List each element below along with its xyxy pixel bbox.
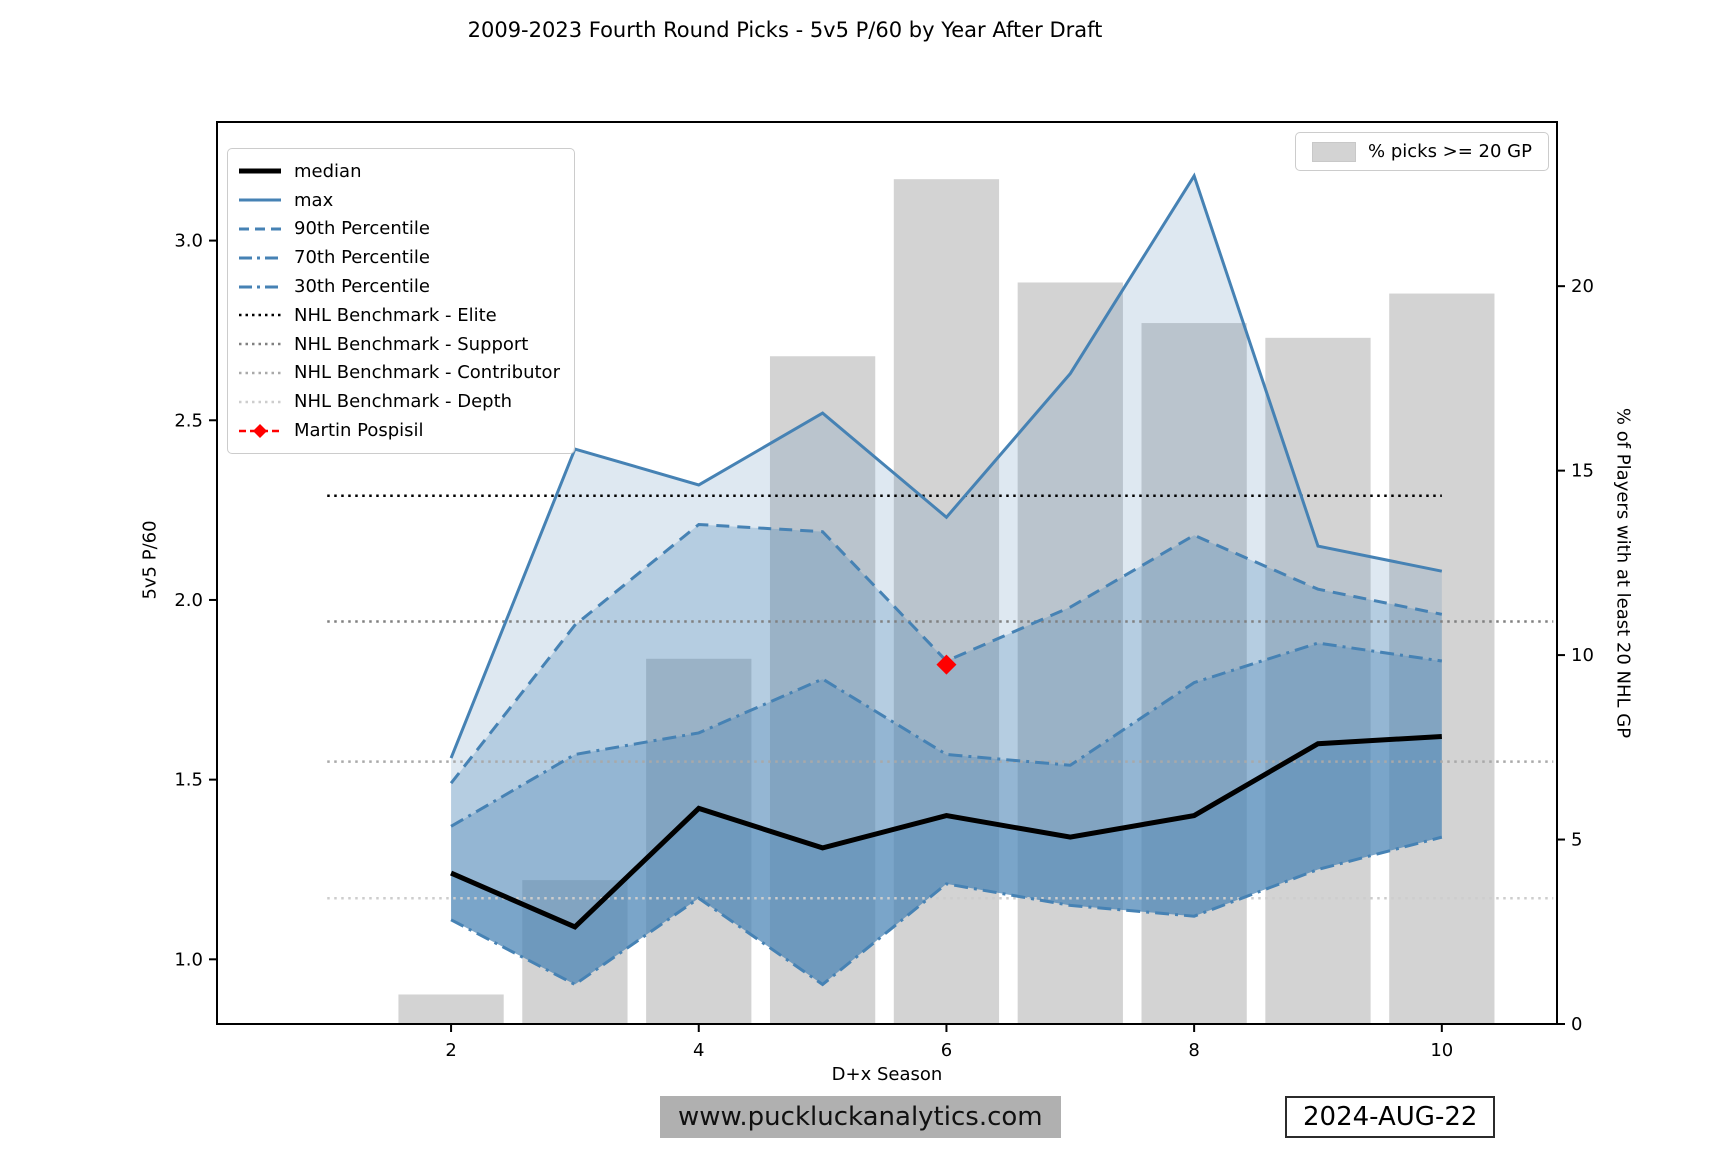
legend-item-70th-percentile: 70th Percentile	[238, 243, 560, 272]
legend-line-sample-icon	[239, 227, 281, 231]
legend-item-30th-percentile: 30th Percentile	[238, 272, 560, 301]
series-30th-percentile	[450, 835, 1443, 987]
legend-item-label: NHL Benchmark - Contributor	[294, 362, 560, 384]
x-tick-label: 8	[1188, 1040, 1199, 1061]
y-left-tick-label: 2.5	[174, 410, 203, 431]
legend-line-sample-icon	[239, 256, 281, 260]
legend-item-label: 30th Percentile	[294, 276, 430, 298]
legend-line-sample-icon	[239, 342, 281, 346]
y-left-tick-label: 3.0	[174, 231, 203, 252]
bars-legend-swatch	[1312, 141, 1356, 162]
bars-legend-label: % picks >= 20 GP	[1368, 141, 1532, 162]
y-left-tick-label: 2.0	[174, 590, 203, 611]
legend-line-sample-icon	[239, 198, 281, 202]
legend-line-sample-icon	[239, 400, 281, 404]
legend-item-label: NHL Benchmark - Support	[294, 333, 529, 355]
y-right-tick-label: 10	[1571, 645, 1594, 666]
y-left-tick-label: 1.0	[174, 949, 203, 970]
legend-item-nhl-benchmark-contributor: NHL Benchmark - Contributor	[238, 359, 560, 388]
legend-line-sample-icon	[239, 423, 281, 438]
legend-line-sample-icon	[239, 285, 281, 289]
legend-line-sample-icon	[239, 314, 281, 317]
x-tick-label: 6	[941, 1040, 952, 1061]
date-stamp: 2024-AUG-22	[1285, 1096, 1496, 1138]
legend-item-nhl-benchmark-elite: NHL Benchmark - Elite	[238, 301, 560, 330]
chart-title: 2009-2023 Fourth Round Picks - 5v5 P/60 …	[467, 18, 1103, 42]
legend-item-label: NHL Benchmark - Elite	[294, 304, 497, 326]
bars-legend: % picks >= 20 GP	[1295, 132, 1549, 171]
y-axis-label-right: % of Players with at least 20 NHL GP	[1612, 407, 1634, 739]
player-point-martin-pospisil	[936, 654, 957, 675]
legend-item-90th-percentile: 90th Percentile	[238, 215, 560, 244]
legend: median max 90th Percentile 70th Percentile 3…	[227, 148, 575, 454]
band-max-90th-percentile	[451, 175, 1442, 784]
y-right-tick-label: 5	[1571, 830, 1582, 851]
legend-item-nhl-benchmark-support: NHL Benchmark - Support	[238, 330, 560, 359]
legend-item-max: max	[238, 186, 560, 215]
y-right-tick-label: 20	[1571, 276, 1594, 297]
band-median-30th-percentile	[451, 736, 1442, 985]
diamond-marker-icon	[253, 423, 267, 438]
band-90th-percentile-70th-percentile	[451, 524, 1442, 827]
legend-item-label: Martin Pospisil	[294, 420, 424, 442]
axes-box	[216, 121, 1558, 1025]
website-watermark: www.puckluckanalytics.com	[660, 1096, 1061, 1138]
legend-item-nhl-benchmark-depth: NHL Benchmark - Depth	[238, 387, 560, 416]
x-tick-label: 4	[693, 1040, 704, 1061]
bar-season-2	[398, 994, 504, 1024]
series-70th-percentile	[450, 641, 1443, 828]
legend-item-martin-pospisil: Martin Pospisil	[238, 416, 560, 445]
legend-item-label: max	[294, 189, 334, 211]
legend-line-sample-icon	[239, 371, 281, 375]
series-max	[449, 172, 1443, 759]
legend-item-label: median	[294, 160, 362, 182]
legend-item-label: 70th Percentile	[294, 247, 430, 269]
y-right-tick-label: 0	[1571, 1014, 1582, 1035]
legend-item-label: 90th Percentile	[294, 218, 430, 240]
x-tick-label: 2	[445, 1040, 456, 1061]
series-median	[450, 734, 1442, 930]
band-70th-percentile-median	[451, 643, 1442, 927]
legend-item-median: median	[238, 157, 560, 186]
x-tick-label: 10	[1430, 1040, 1453, 1061]
y-axis-label-left: 5v5 P/60	[139, 520, 161, 600]
x-axis-label: D+x Season	[831, 1064, 943, 1085]
legend-line-sample-icon	[239, 168, 281, 174]
y-left-tick-label: 1.5	[174, 770, 203, 791]
legend-item-label: NHL Benchmark - Depth	[294, 391, 513, 413]
y-right-tick-label: 15	[1571, 461, 1594, 482]
